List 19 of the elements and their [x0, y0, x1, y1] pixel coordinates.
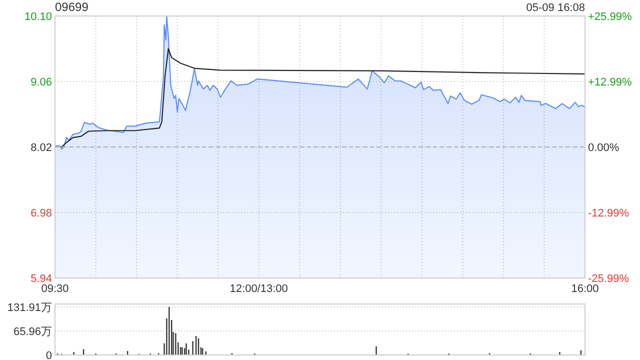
x-tick-label: 16:00 — [571, 283, 599, 295]
y-tick-label: 131.91万 — [7, 302, 52, 314]
y-tick-label: 65.96万 — [13, 326, 52, 338]
y-tick-label: 6.98 — [30, 208, 52, 220]
y2-tick-label: -12.99% — [588, 207, 630, 220]
y-tick-label: 0 — [46, 350, 52, 360]
chart-title: 09699 — [55, 0, 89, 14]
x-tick-label: 12:00/13:00 — [230, 283, 288, 295]
y-tick-label: 5.94 — [30, 273, 52, 285]
text: 05-09 16:08 — [526, 2, 585, 14]
y2-tick-label: -25.99% — [588, 273, 630, 285]
y2-tick-label: +12.99% — [588, 76, 632, 89]
y-tick-label: 8.02 — [30, 142, 52, 154]
y-tick-label: 10.10 — [24, 11, 52, 23]
y-tick-label: 9.06 — [30, 76, 52, 88]
y2-tick-label: 0.00% — [588, 142, 620, 154]
line-series — [60, 48, 586, 148]
x-tick-label: 09:30 — [41, 283, 69, 295]
y2-tick-label: +25.99% — [588, 11, 632, 23]
